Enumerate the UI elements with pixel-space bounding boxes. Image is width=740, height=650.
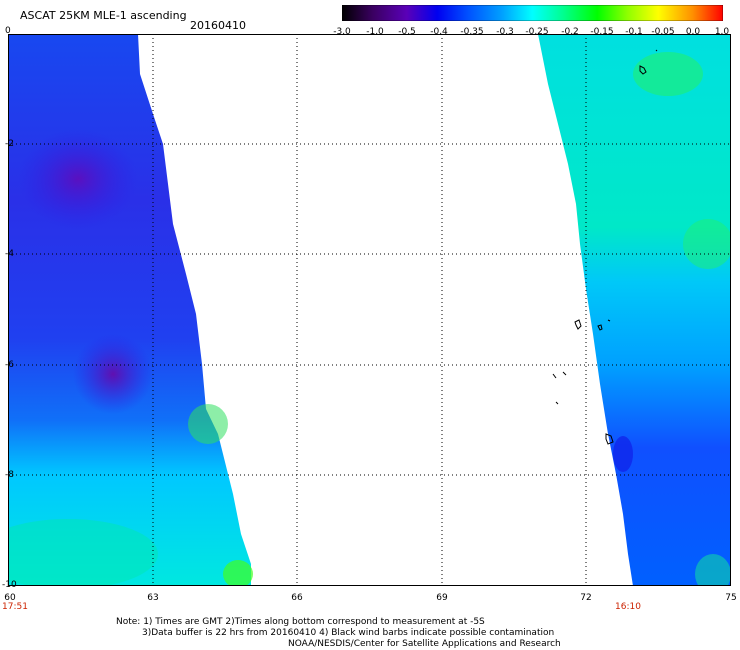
footer-credit: NOAA/NESDIS/Center for Satellite Applica…: [288, 639, 561, 649]
lat-label: -2: [5, 139, 14, 149]
colorbar-label: -0.5: [398, 27, 416, 37]
colorbar-label: -0.25: [525, 27, 549, 37]
swath-map: [8, 34, 731, 586]
colorbar-label: 0.0: [685, 27, 701, 37]
map-border: [8, 34, 731, 586]
pass-time-right: 16:10: [615, 602, 641, 612]
low-region: [613, 436, 633, 472]
colorbar-label: -1.0: [366, 27, 384, 37]
colorbar-label: -0.15: [590, 27, 614, 37]
lon-label: 69: [436, 593, 448, 603]
colorbar-label: -0.2: [561, 27, 579, 37]
lon-label: 66: [291, 593, 303, 603]
high-region: [188, 404, 228, 444]
high-region: [223, 560, 253, 586]
high-region: [8, 519, 158, 586]
island-outlines: [552, 49, 658, 445]
lat-label: -4: [5, 249, 14, 259]
graticule: [8, 34, 731, 586]
footer-note-2: 3)Data buffer is 22 hrs from 20160410 4)…: [142, 628, 555, 638]
high-region: [695, 554, 731, 586]
lat-label: -10: [2, 580, 17, 590]
colorbar-label: 1.0: [714, 27, 730, 37]
colorbar-label: -0.1: [625, 27, 643, 37]
product-title: ASCAT 25KM MLE-1 ascending: [20, 9, 187, 22]
lon-label: 60: [4, 593, 16, 603]
lon-label: 72: [580, 593, 592, 603]
high-region: [633, 52, 703, 96]
low-region: [18, 129, 138, 229]
colorbar-label: -3.0: [333, 27, 351, 37]
right-swath: [538, 34, 731, 586]
pass-time-left: 17:51: [2, 602, 28, 612]
high-region: [683, 219, 731, 269]
colorbar: [342, 5, 723, 21]
lon-label: 75: [725, 593, 737, 603]
colorbar-label: -0.3: [496, 27, 514, 37]
low-region: [73, 334, 153, 414]
colorbar-label: -0.05: [651, 27, 675, 37]
lat-label: -6: [5, 360, 14, 370]
lat-label: -8: [5, 470, 14, 480]
lat-label: 0: [5, 26, 11, 36]
colorbar-label: -0.4: [430, 27, 448, 37]
colorbar-label: -0.35: [460, 27, 484, 37]
lon-label: 63: [147, 593, 159, 603]
colorbar-labels: -3.0 -1.0 -0.5 -0.4 -0.35 -0.3 -0.25 -0.…: [330, 27, 735, 39]
footer-note-1: Note: 1) Times are GMT 2)Times along bot…: [116, 617, 485, 627]
product-date: 20160410: [190, 19, 246, 32]
